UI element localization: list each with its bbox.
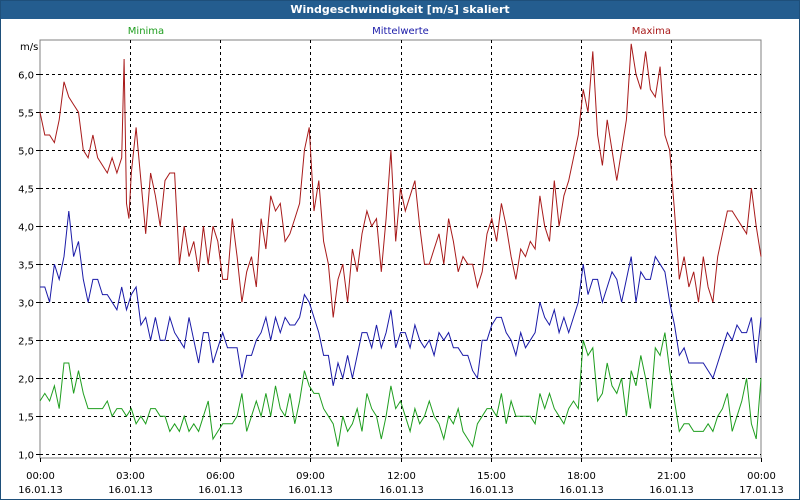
x-tick-time: 12:00 bbox=[387, 471, 416, 482]
x-tick-date: 16.01.13 bbox=[649, 485, 694, 496]
series-line-mittelwerte bbox=[40, 210, 762, 386]
y-tick-label: 2,5 bbox=[18, 337, 34, 348]
x-tick-date: 16.01.13 bbox=[18, 485, 63, 496]
x-tick-date: 16.01.13 bbox=[559, 485, 604, 496]
x-tick-time: 18:00 bbox=[567, 471, 596, 482]
x-tick-date: 16.01.13 bbox=[469, 485, 514, 496]
y-tick-label: 4,5 bbox=[18, 185, 34, 196]
x-tick-date: 16.01.13 bbox=[108, 485, 153, 496]
y-axis-label: m/s bbox=[20, 42, 38, 53]
x-tick-time: 09:00 bbox=[296, 471, 325, 482]
series-line-minima bbox=[39, 332, 762, 448]
y-tick-label: 1,0 bbox=[18, 451, 34, 462]
legend-maxima: Maxima bbox=[632, 26, 671, 37]
y-tick-label: 5,5 bbox=[18, 109, 34, 120]
legend-mittelwerte: Mittelwerte bbox=[372, 26, 429, 37]
y-tick-label: 3,0 bbox=[18, 299, 34, 310]
window-title: Windgeschwindigkeit [m/s] skaliert bbox=[1, 1, 799, 19]
x-tick-date: 16.01.13 bbox=[288, 485, 333, 496]
x-tick-time: 00:00 bbox=[26, 471, 55, 482]
x-tick-date: 17.01.13 bbox=[739, 485, 784, 496]
x-tick-time: 15:00 bbox=[477, 471, 506, 482]
y-tick-label: 3,5 bbox=[18, 261, 34, 272]
legend-minima: Minima bbox=[128, 26, 164, 37]
x-tick-time: 03:00 bbox=[116, 471, 145, 482]
plot-area bbox=[39, 39, 762, 459]
y-tick-label: 6,0 bbox=[18, 71, 34, 82]
y-tick-label: 1,5 bbox=[18, 413, 34, 424]
y-tick-label: 2,0 bbox=[18, 375, 34, 386]
y-tick-label: 4,0 bbox=[18, 223, 34, 234]
x-tick-date: 16.01.13 bbox=[379, 485, 424, 496]
series-line-maxima bbox=[39, 43, 762, 318]
x-tick-time: 06:00 bbox=[206, 471, 235, 482]
x-tick-time: 21:00 bbox=[657, 471, 686, 482]
y-tick-label: 5,0 bbox=[18, 147, 34, 158]
x-tick-date: 16.01.13 bbox=[198, 485, 243, 496]
x-tick-time: 00:00 bbox=[747, 471, 776, 482]
